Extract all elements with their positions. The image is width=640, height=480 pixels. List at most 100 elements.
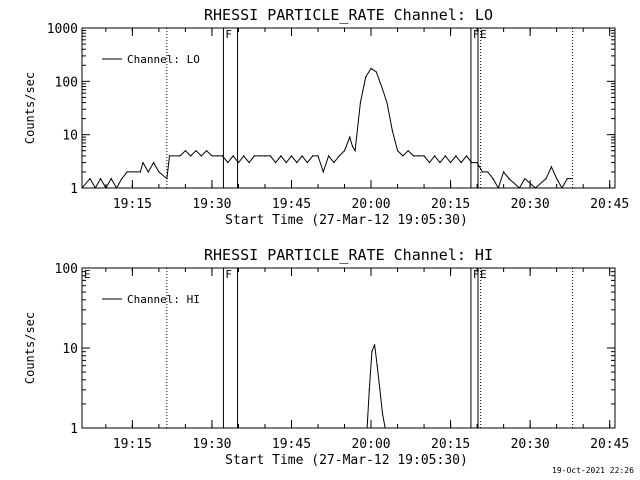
panel-1-data-point [534,187,537,188]
panel-1-data-point [216,155,218,157]
panel-1-data-point [200,155,202,157]
panel-1-data-point [328,155,330,157]
panel-1-data-point [439,161,441,164]
panel-2-plot-frame [81,267,616,429]
panel-1-data-point [449,161,452,164]
panel-1-plot-frame [81,27,616,189]
panel-1-data-point [264,155,266,157]
panel-1-y-tick-label: 10 [62,129,78,144]
panel-2-data-point [376,365,378,367]
panel-1-data-point [476,161,478,164]
panel-2-data-point [384,427,386,428]
panel-2-x-tick-label: 19:30 [192,437,231,452]
panel-1-y-tick-label: 100 [55,75,78,90]
panel-1-data-point [211,155,213,157]
panel-1-y-axis-label: Counts/sec [23,72,37,144]
panel-1-data-point [115,187,118,188]
panel-1-data-point [386,101,388,104]
panel-1-data-point [184,150,187,152]
panel-1-data-point [126,171,128,173]
panel-2-x-axis-label: Start Time (27-Mar-12 19:05:30) [225,453,468,468]
panel-1-data-point [412,155,415,157]
panel-2-x-tick-label: 20:30 [511,437,550,452]
panel-2-x-tick-label: 20:15 [431,437,470,452]
panel-2-legend-label: Channel: HI [127,293,200,306]
panel-1-x-tick-label: 20:15 [431,197,470,212]
panel-1-data-point [359,101,362,104]
panel-1-data-point [407,150,409,152]
panel-1-data-point [232,155,234,157]
panel-1-data-point [306,161,308,164]
panel-1-data-point [333,161,335,164]
panel-1-x-tick-label: 19:45 [272,197,311,212]
panel-2-data-point [373,344,376,346]
panel-1-x-tick-label: 20:45 [590,197,629,212]
panel-1-title: RHESSI PARTICLE_RATE Channel: LO [204,6,493,24]
panel-2-y-axis-label: Counts/sec [23,312,37,384]
panel-1-marker-flag-F: F [225,28,232,41]
panel-1-data-point [82,187,83,188]
panel-1-data-point [370,67,372,69]
panel-2-data-point [366,427,368,428]
panel-2-y-tick-label: 1 [70,422,78,437]
panel-1-y-tick-label: 1 [70,182,78,197]
panel-1-data-point [237,161,240,164]
panel-1-data-point [396,150,399,152]
panel-1-data-point [550,166,552,168]
panel-1-data-point [545,178,547,180]
panel-1-data-point [152,161,155,164]
panel-1-data-point [221,155,224,157]
panel-2-title: RHESSI PARTICLE_RATE Channel: HI [204,246,493,264]
panel-2-data-point [381,413,384,415]
panel-1-data-point [434,155,436,157]
panel-1-data-point [105,187,107,188]
panel-1-data-point [338,155,340,157]
panel-1-data-point [556,178,558,180]
panel-1-data-point [343,150,346,152]
panel-1-y-tick-label: 1000 [47,22,78,37]
panel-1-x-tick-label: 19:15 [113,197,152,212]
panel-1-data-point [418,155,420,157]
panel-1-data-point [259,155,261,157]
footer-date: 19-Oct-2021 22:26 [552,466,634,475]
panel-1-data-point [280,155,282,157]
panel-1-data-point [296,161,298,164]
panel-1-x-tick-label: 19:30 [192,197,231,212]
panel-1-data-point [269,155,271,157]
panel-1-data-point [465,155,468,157]
panel-1-data-point [142,161,144,164]
panel-1-data-point [179,155,181,157]
panel-1-data-point [195,150,197,152]
panel-1-data-point [402,155,404,157]
panel-1-data-point [518,187,521,188]
panel-1-data-point [94,187,96,188]
panel-1-data-point [322,171,324,173]
panel-2-x-tick-label: 19:45 [272,437,311,452]
panel-2-marker-flag-F: F [225,268,232,281]
panel-1-data-point [566,178,568,180]
panel-1-data-point [166,178,168,180]
panel-1-data-point [524,178,526,180]
panel-1-data-point [381,85,383,88]
panel-1-data-point [354,150,356,152]
panel-2-marker-flag-E: E [84,268,91,281]
panel-1-data-point [365,76,367,78]
panel-1-data-point [121,178,123,180]
panel-1-data-point [312,155,314,157]
panel-1-data-point [206,150,208,152]
panel-1-data-point [158,171,160,173]
panel-1-data-point [508,178,510,180]
panel-2-x-tick-label: 20:45 [590,437,629,452]
panel-1-data-point [168,155,171,157]
panel-1-data-point [349,136,351,138]
panel-1-data-point [423,155,425,157]
panel-1-data-point [444,155,446,157]
panel-1-data-point [487,171,489,173]
panel-2-y-tick-label: 10 [62,342,78,357]
panel-1-data-point [428,161,430,164]
panel-1-data-point [248,161,250,164]
panel-1-data-point [147,171,149,173]
panel-1-data-point [460,161,462,164]
panel-2-data-point [368,389,370,391]
